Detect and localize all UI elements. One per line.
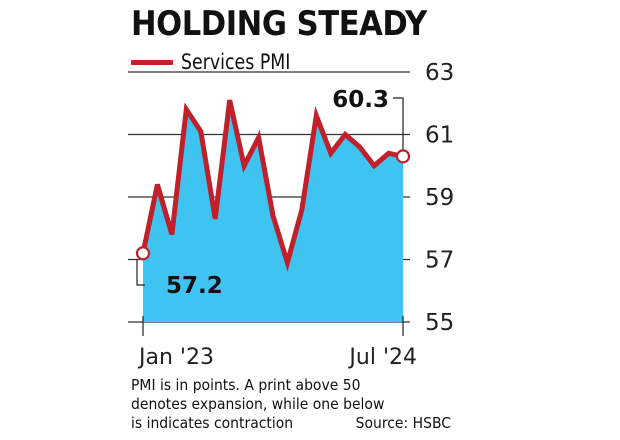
source-label: Source: HSBC: [355, 414, 451, 432]
x-tick-label-end: Jul '24: [347, 345, 417, 370]
y-tick-label: 63: [425, 60, 454, 86]
x-axis: Jan '23 Jul '24: [137, 316, 417, 370]
footnote-line-3-text: is indicates contraction: [131, 414, 294, 432]
legend: Services PMI: [131, 50, 300, 74]
legend-swatch-services-pmi: [131, 59, 173, 65]
footnote: PMI is in points. A print above 50 denot…: [131, 376, 451, 433]
chart-title: HOLDING STEADY: [131, 4, 427, 44]
marker-last-point: [395, 149, 411, 164]
y-tick-label: 61: [425, 123, 454, 149]
area-fill: [143, 100, 403, 322]
y-axis-tick-labels: 63 61 59 57 55: [425, 60, 454, 336]
annotation-leader-last: [393, 97, 404, 150]
x-tick-label-start: Jan '23: [137, 345, 214, 370]
annotations: 57.2 60.3: [136, 87, 404, 299]
marker-first-point: [135, 246, 151, 261]
annotation-last-value: 60.3: [332, 87, 389, 113]
series-line-services-pmi: [140, 99, 404, 272]
footnote-line-2: denotes expansion, while one below: [131, 395, 385, 413]
footnote-line-1: PMI is in points. A print above 50: [131, 376, 361, 394]
annotation-leader-first: [136, 259, 145, 286]
end-markers: [135, 149, 411, 261]
y-tick-label: 55: [425, 310, 454, 336]
y-tick-label: 57: [425, 248, 454, 274]
annotation-first-value: 57.2: [166, 273, 223, 299]
legend-label-services-pmi: Services PMI: [181, 50, 291, 74]
footnote-line-3: is indicates contraction Source: HSBC: [131, 414, 451, 433]
y-tick-label: 59: [425, 185, 454, 211]
